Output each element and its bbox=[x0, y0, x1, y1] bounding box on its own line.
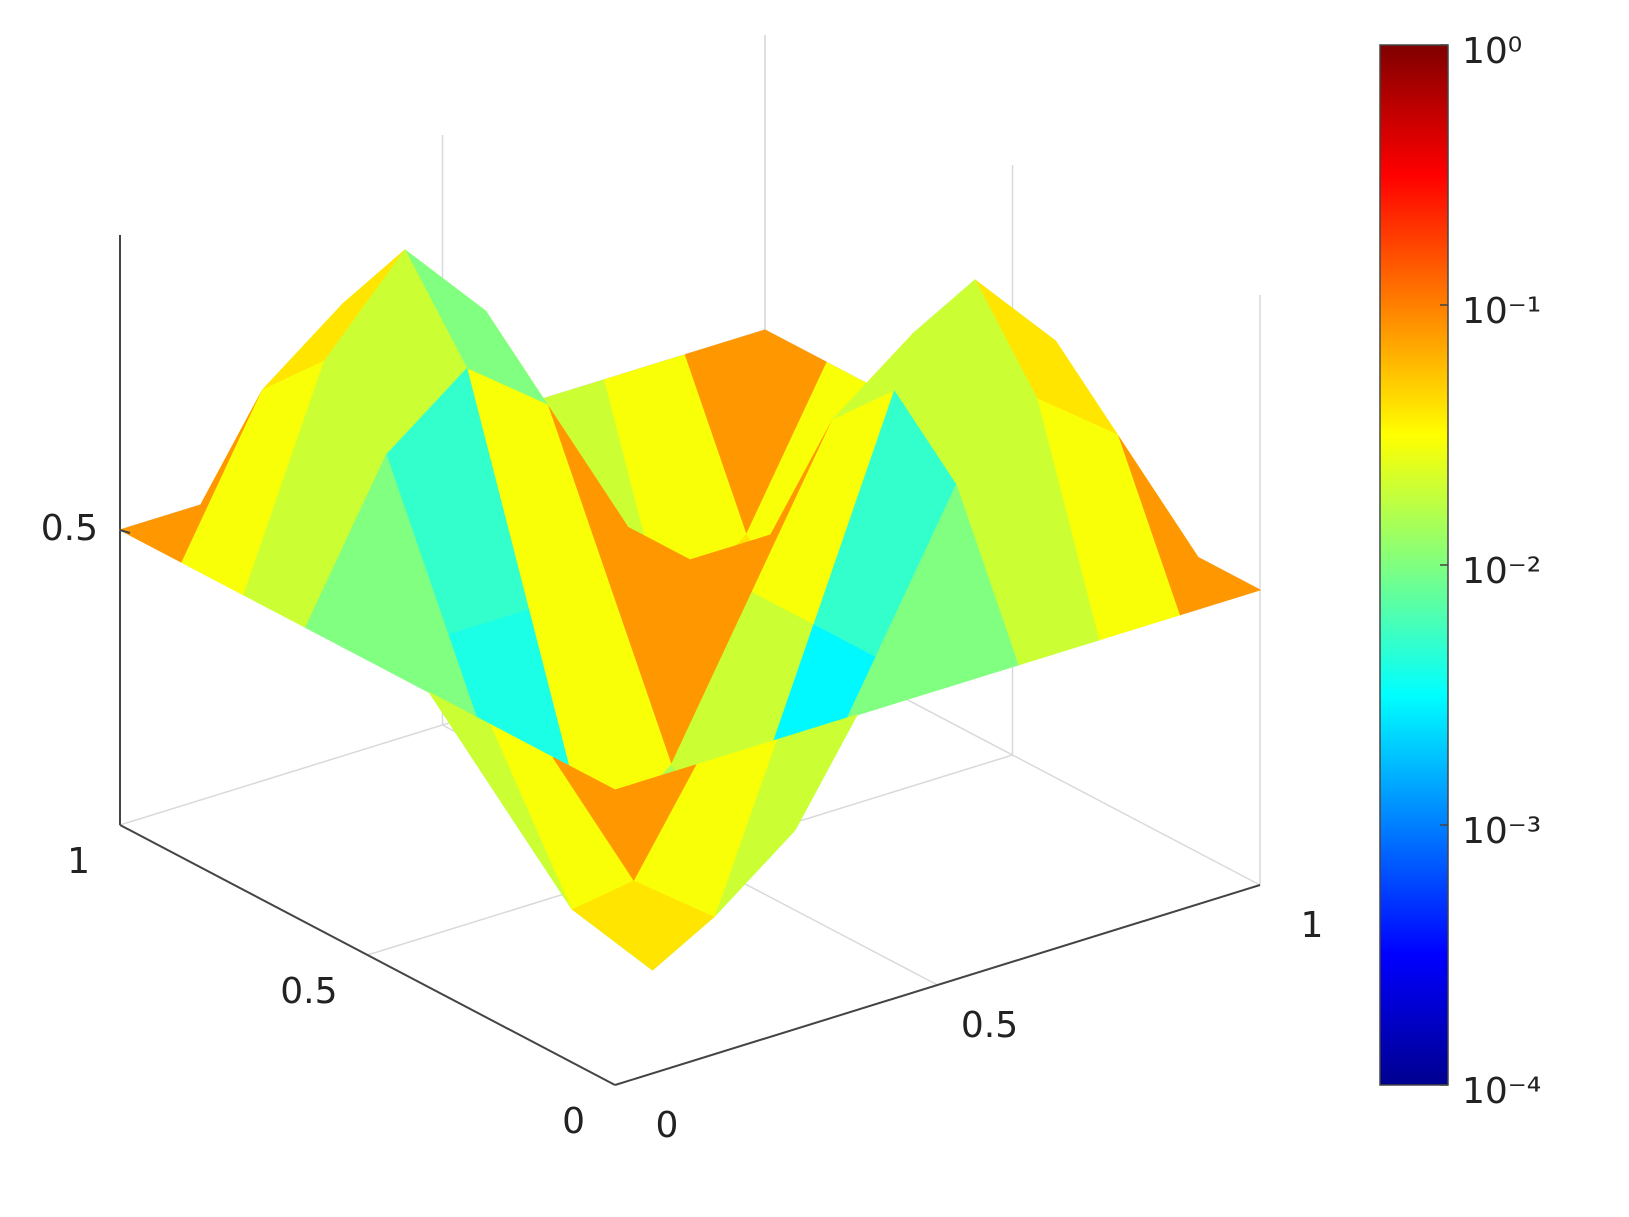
y-tick-label: 0.5 bbox=[280, 971, 337, 1012]
x-tick-label: 1 bbox=[1301, 905, 1324, 946]
x-tick-label: 0 bbox=[656, 1105, 679, 1146]
colorbar-tick-label: 10⁻² bbox=[1462, 551, 1541, 592]
y-tick-label: 1 bbox=[67, 841, 90, 882]
y-tick-label: 0 bbox=[562, 1101, 585, 1142]
z-tick bbox=[119, 529, 131, 534]
colorbar bbox=[1379, 44, 1449, 1086]
z-tick-label: 0.5 bbox=[41, 508, 98, 549]
colorbar-tick-label: 10⁻¹ bbox=[1462, 291, 1541, 332]
colorbar-tick-label: 10⁻⁴ bbox=[1462, 1071, 1541, 1112]
colorbar-tick-label: 10⁻³ bbox=[1462, 811, 1541, 852]
colorbar-tick-label: 10⁰ bbox=[1462, 31, 1522, 72]
y-axis bbox=[119, 824, 616, 1086]
x-axis bbox=[614, 884, 1261, 1086]
surface-patch bbox=[552, 757, 697, 881]
x-tick-label: 0.5 bbox=[961, 1005, 1018, 1046]
